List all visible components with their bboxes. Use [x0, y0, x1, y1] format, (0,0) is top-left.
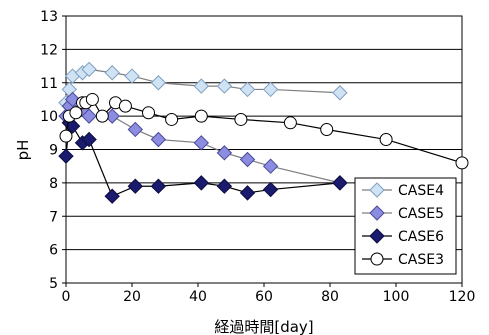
y-tick-label-8: 8 [49, 176, 58, 192]
x-tick-labels: 0 20 40 60 80 100 120 [62, 283, 476, 305]
data-point-case6-9 [216, 178, 233, 194]
data-point-case5-9 [216, 145, 233, 161]
data-point-case4-7 [150, 75, 167, 91]
y-axis-label: pH [14, 140, 32, 161]
series-layer [58, 61, 469, 204]
x-tick-label-80: 80 [321, 289, 339, 305]
data-point-case3-15 [379, 132, 393, 146]
data-point-case3-8 [118, 99, 132, 113]
legend-marker-case4 [369, 182, 385, 198]
legend-label-case4: CASE4 [398, 183, 444, 199]
data-point-case6-10 [239, 185, 256, 201]
series-case4 [58, 61, 348, 111]
data-point-case3-12 [234, 112, 248, 126]
data-point-case5-4 [81, 108, 97, 124]
data-point-case4-10 [239, 81, 256, 98]
y-tick-label-6: 6 [49, 243, 58, 259]
data-point-case4-11 [262, 81, 279, 98]
data-point-case4-4 [81, 61, 97, 78]
data-point-case3-0 [59, 129, 73, 143]
data-point-case4-8 [193, 78, 210, 94]
data-point-case4-5 [104, 65, 120, 81]
data-point-case3-2 [69, 106, 83, 120]
y-tick-labels: 5 6 7 8 9 10 11 12 13 [40, 9, 66, 292]
series-case6 [58, 115, 348, 204]
legend-marker-case3 [370, 252, 384, 266]
data-point-case5-7 [150, 131, 167, 148]
data-point-case3-13 [283, 116, 297, 130]
series-case5 [58, 91, 348, 191]
data-point-case3-6 [95, 109, 109, 123]
y-tick-label-7: 7 [49, 209, 58, 225]
legend-marker-case5 [369, 205, 385, 221]
data-point-case4-9 [216, 78, 233, 94]
x-tick-label-0: 0 [62, 289, 71, 305]
data-point-case3-14 [320, 122, 334, 136]
legend-marker-case6 [369, 228, 385, 244]
data-point-case6-5 [104, 188, 120, 204]
y-tick-label-12: 12 [40, 42, 58, 58]
data-point-case3-11 [194, 109, 208, 123]
data-point-case6-7 [150, 178, 167, 194]
legend-label-case5: CASE5 [398, 206, 444, 222]
data-point-case5-10 [239, 151, 256, 168]
series-case3 [59, 92, 469, 170]
y-tick-label-9: 9 [49, 143, 58, 159]
data-point-case3-10 [165, 112, 179, 126]
data-point-case6-6 [127, 178, 144, 194]
data-point-case5-8 [193, 135, 210, 151]
data-point-case3-5 [85, 92, 99, 106]
data-point-case6-12 [332, 175, 348, 191]
y-tick-label-10: 10 [40, 109, 58, 125]
y-tick-label-13: 13 [40, 9, 58, 25]
data-point-case6-0 [58, 148, 74, 164]
x-axis-label: 経過時間[day] [214, 318, 313, 335]
legend-item-case5: CASE5 [362, 205, 444, 222]
x-tick-label-40: 40 [189, 289, 207, 305]
data-point-case6-8 [193, 175, 210, 191]
data-point-case4-12 [332, 85, 348, 101]
x-tick-label-20: 20 [123, 289, 141, 305]
legend-label-case6: CASE6 [398, 229, 444, 245]
data-point-case3-9 [142, 106, 155, 120]
y-tick-label-5: 5 [49, 276, 58, 292]
data-point-case5-11 [262, 158, 279, 174]
x-tick-label-100: 100 [383, 289, 410, 305]
y-tick-label-11: 11 [40, 76, 58, 92]
legend-item-case3: CASE3 [362, 252, 444, 268]
data-point-case3-16 [455, 156, 469, 170]
data-point-case6-11 [262, 181, 279, 198]
x-tick-label-60: 60 [255, 289, 273, 305]
legend-item-case6: CASE6 [362, 228, 444, 245]
legend: CASE4 CASE5 CASE6 CASE3 [354, 177, 457, 275]
legend-items: CASE4 CASE5 CASE6 CASE3 [362, 182, 444, 268]
x-tick-label-120: 120 [449, 289, 476, 305]
data-point-case5-6 [127, 121, 144, 138]
data-point-case4-6 [124, 68, 140, 84]
legend-item-case4: CASE4 [362, 182, 444, 199]
legend-label-case3: CASE3 [398, 252, 444, 268]
data-point-case6-4 [81, 131, 97, 148]
